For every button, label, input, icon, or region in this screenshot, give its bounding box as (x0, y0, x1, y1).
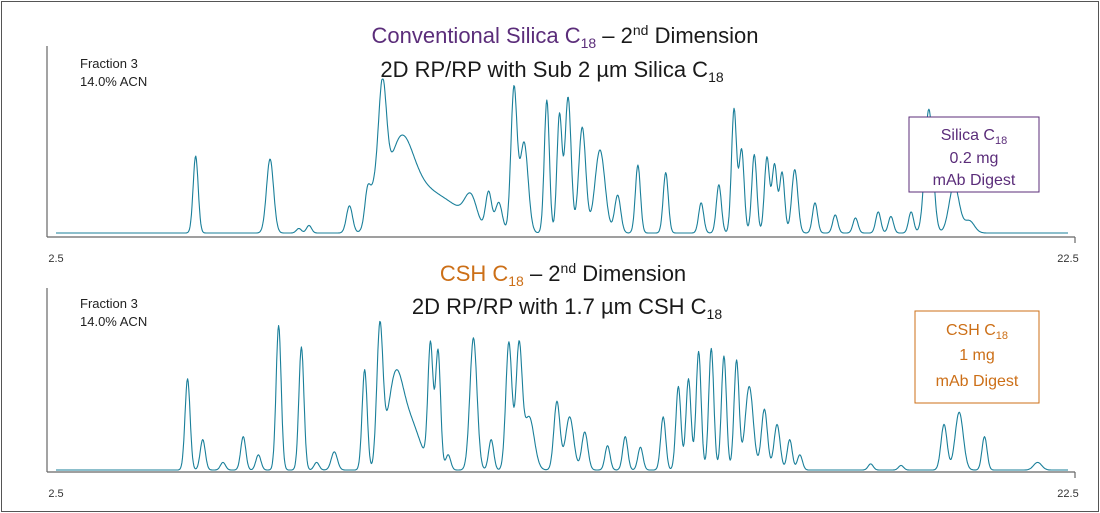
top-box-column-subscript: 18 (995, 135, 1007, 147)
bottom-box-column-label: CSH C18 (946, 322, 1008, 342)
bottom-box-column-subscript: 18 (996, 330, 1008, 342)
top-acn-label: 14.0% ACN (80, 74, 147, 89)
top-fraction-label: Fraction 3 (80, 56, 138, 71)
top-chromatogram-panel: 2.5 22.5 Fraction 3 14.0% ACN Convention… (46, 22, 1079, 265)
top-chart-title: Conventional Silica C18 – 2nd Dimension (371, 22, 758, 51)
bottom-subtitle-part-1: 2D RP/RP with 1.7 µm CSH C (412, 294, 707, 319)
bottom-title-superscript: nd (561, 260, 577, 276)
top-x-tick-start: 2.5 (48, 253, 63, 265)
top-box-load-label: 0.2 mg (950, 150, 999, 167)
bottom-box-sample-label: mAb Digest (936, 373, 1019, 390)
top-box-column-label: Silica C18 (941, 127, 1007, 147)
bottom-x-tick-start: 2.5 (48, 488, 63, 500)
bottom-box-column-name: CSH C (946, 322, 996, 339)
top-box-sample-label: mAb Digest (933, 172, 1016, 189)
bottom-chart-title: CSH C18 – 2nd Dimension (440, 260, 686, 289)
bottom-x-tick-end: 22.5 (1057, 488, 1078, 500)
top-chromatogram-trace (56, 78, 1068, 234)
top-subtitle-subscript: 18 (708, 69, 724, 85)
bottom-title-part-1: CSH C (440, 261, 509, 286)
bottom-chromatogram-trace (56, 320, 1068, 471)
bottom-subtitle-subscript: 18 (707, 306, 723, 322)
top-x-tick-end: 22.5 (1057, 253, 1078, 265)
top-title-part-1: Conventional Silica C (371, 23, 580, 48)
bottom-title-subscript: 18 (508, 273, 524, 289)
top-column-info-box (908, 116, 1040, 193)
bottom-title-part-3: – 2 (524, 261, 561, 286)
top-chart-subtitle: 2D RP/RP with Sub 2 µm Silica C18 (380, 57, 724, 85)
bottom-chromatogram-panel: 2.5 22.5 Fraction 3 14.0% ACN CSH C18 – … (46, 260, 1079, 500)
top-title-part-5: Dimension (648, 23, 758, 48)
top-title-part-3: – 2 (596, 23, 633, 48)
top-title-subscript: 18 (581, 35, 597, 51)
bottom-column-info-box (914, 310, 1040, 404)
top-title-superscript: nd (633, 22, 649, 38)
top-subtitle-part-1: 2D RP/RP with Sub 2 µm Silica C (380, 57, 708, 82)
top-box-column-name: Silica C (941, 127, 995, 144)
bottom-acn-label: 14.0% ACN (80, 314, 147, 329)
bottom-fraction-label: Fraction 3 (80, 296, 138, 311)
bottom-box-load-label: 1 mg (959, 347, 995, 364)
bottom-chart-subtitle: 2D RP/RP with 1.7 µm CSH C18 (412, 294, 722, 322)
bottom-title-part-5: Dimension (576, 261, 686, 286)
